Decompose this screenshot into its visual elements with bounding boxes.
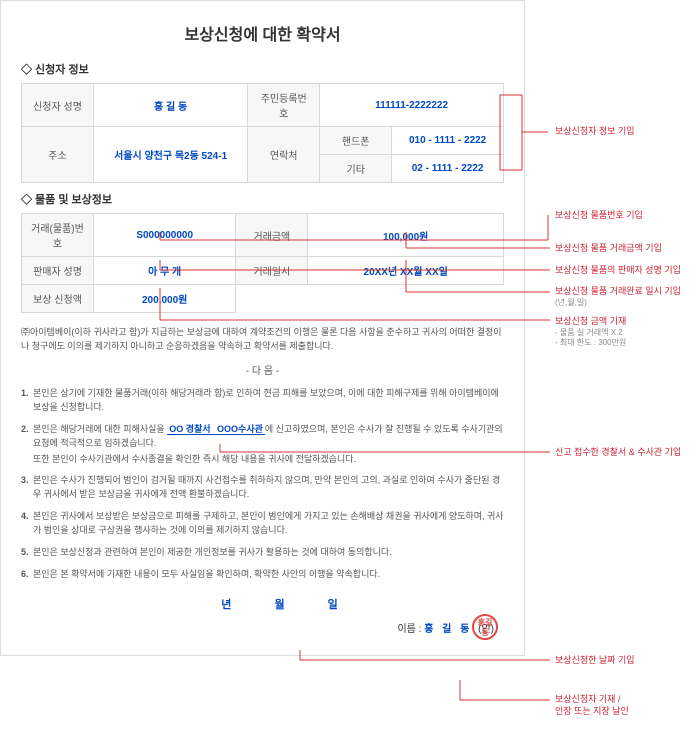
- label-date: 거래일시: [236, 257, 308, 285]
- seal-stamp: 홍길동: [472, 614, 498, 640]
- label-contact: 연락처: [248, 127, 320, 183]
- callout-claim: 보상신청 금액 기재 - 물품 실 거래액 X 2 - 최대 한도 : 300만…: [555, 316, 626, 348]
- label-amount: 거래금액: [236, 214, 308, 257]
- clause-2a: 본인은 해당거래에 대한 피해사실을: [33, 424, 167, 434]
- value-amount: 100,000원: [308, 214, 504, 257]
- label-addr: 주소: [22, 127, 94, 183]
- date-m: 월: [274, 599, 286, 611]
- clause-1: 본인은 상기에 기재한 물품거래(이하 해당거래라 함)로 인하여 현금 피해를…: [21, 387, 504, 415]
- date-y: 년: [221, 599, 233, 611]
- value-date: 20XX년 XX월 XX일: [308, 257, 504, 285]
- callout-applicant: 보상신청자 정보 기입: [555, 126, 635, 138]
- intro-text: ㈜아이템베이(이하 귀사라고 함)가 지급하는 보상금에 대하여 계약조건의 이…: [21, 325, 504, 354]
- value-addr: 서울시 양천구 목2동 524-1: [94, 127, 248, 183]
- label-tradeno: 거래(물품)번호: [22, 214, 94, 257]
- blank-investigator: OOO수사관: [213, 424, 265, 435]
- clause-3: 본인은 수사가 진행되어 범인이 검거될 때까지 사건접수를 취하하지 않으며,…: [21, 474, 504, 502]
- callout-sign-t: 보상신청자 기재 /: [555, 694, 620, 704]
- divider-text: - 다 음 -: [21, 362, 504, 377]
- document: 보상신청에 대한 확약서 ◇ 신청자 정보 신청자 성명 홍 길 동 주민등록번…: [0, 0, 525, 656]
- callout-date: 보상신청 물품 거래완료 일시 기입 (년,월,일): [555, 286, 681, 308]
- clauses-list: 본인은 상기에 기재한 물품거래(이하 해당거래라 함)로 인하여 현금 피해를…: [21, 387, 504, 582]
- sign-name: 홍 길 동: [424, 624, 478, 635]
- callout-seller: 보상신청 물품의 판매자 성명 기입: [555, 265, 681, 277]
- label-claim: 보상 신청액: [22, 285, 94, 313]
- goods-table: 거래(물품)번호 S000000000 거래금액 100,000원 판매자 성명…: [21, 213, 504, 313]
- callout-reqdate: 보상신청한 날짜 기입: [555, 655, 635, 667]
- value-name: 홍 길 동: [94, 84, 248, 127]
- clause-6: 본인은 본 확약서에 기재한 내용이 모두 사실임을 확인하며, 확약한 사안의…: [21, 568, 504, 582]
- callout-sign: 보상신청자 기재 / 인장 또는 지장 날인: [555, 694, 629, 717]
- clause-2: 본인은 해당거래에 대한 피해사실을 OO 경찰서 OOO수사관에 신고하였으며…: [21, 423, 504, 467]
- label-mobile: 핸드폰: [320, 127, 392, 155]
- clause-2c: 또한 본인이 수사기관에서 수사종결을 확인한 즉시 해당 내용을 귀사에 전달…: [33, 453, 504, 467]
- value-rrn: 111111-2222222: [320, 84, 504, 127]
- callout-police: 신고 접수한 경찰서 & 수사관 기입: [555, 447, 681, 459]
- callout-claim-s1: - 물품 실 거래액 X 2: [555, 328, 626, 338]
- section-applicant: ◇ 신청자 정보: [21, 61, 504, 77]
- clause-4: 본인은 귀사에서 보상받은 보상금으로 피해를 구제하고, 본인이 범인에게 가…: [21, 510, 504, 538]
- callout-amount: 보상신청 물품 거래금액 기입: [555, 243, 662, 255]
- date-line: 년 월 일: [21, 596, 504, 612]
- callout-claim-t: 보상신청 금액 기재: [555, 316, 626, 326]
- label-seller: 판매자 성명: [22, 257, 94, 285]
- value-tradeno: S000000000: [94, 214, 236, 257]
- label-name: 신청자 성명: [22, 84, 94, 127]
- date-d: 일: [328, 599, 340, 611]
- page-title: 보상신청에 대한 확약서: [21, 21, 504, 45]
- callout-tradeno: 보상신청 물품번호 기입: [555, 210, 643, 222]
- value-seller: 아 무 개: [94, 257, 236, 285]
- clause-5: 본인은 보상신청과 관련하여 본인이 제공한 개인정보를 귀사가 활용하는 것에…: [21, 546, 504, 560]
- callout-claim-s2: - 최대 한도 : 300만원: [555, 338, 626, 348]
- value-claim: 200,000원: [94, 285, 236, 313]
- value-mobile: 010 - 1111 - 2222: [392, 127, 504, 155]
- callout-sign-s: 인장 또는 지장 날인: [555, 706, 629, 718]
- value-other: 02 - 1111 - 2222: [392, 155, 504, 183]
- sign-label: 이름 :: [397, 624, 424, 635]
- callout-date-t: 보상신청 물품 거래완료 일시 기입: [555, 286, 681, 296]
- signature-line: 이름 : 홍 길 동 (인) 홍길동: [21, 620, 504, 635]
- blank-police: OO 경찰서: [167, 424, 212, 435]
- applicant-table: 신청자 성명 홍 길 동 주민등록번호 111111-2222222 주소 서울…: [21, 83, 504, 183]
- label-rrn: 주민등록번호: [248, 84, 320, 127]
- label-other: 기타: [320, 155, 392, 183]
- callout-date-s: (년,월,일): [555, 298, 681, 308]
- section-goods: ◇ 물품 및 보상정보: [21, 191, 504, 207]
